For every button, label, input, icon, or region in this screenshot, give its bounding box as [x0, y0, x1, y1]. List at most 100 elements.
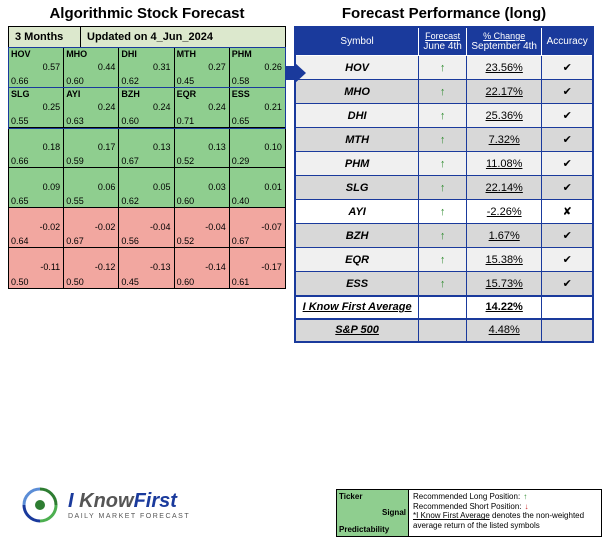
cell-pred: 0.60 — [177, 277, 195, 287]
cell-signal: 0.25 — [43, 102, 61, 112]
perf-pct: 22.17% — [467, 80, 542, 104]
perf-acc: ✔ — [542, 248, 593, 272]
forecast-cell: -0.130.45 — [119, 248, 174, 288]
perf-acc: ✔ — [542, 152, 593, 176]
up-arrow-icon: ↑ — [440, 206, 446, 218]
perf-avg-row: I Know First Average14.22% — [295, 296, 593, 319]
cell-pred: 0.55 — [66, 196, 84, 206]
cell-pred: 0.59 — [66, 156, 84, 166]
perf-header-row: Symbol ForecastJune 4th % ChangeSeptembe… — [295, 27, 593, 56]
perf-acc: ✘ — [542, 200, 593, 224]
th-accuracy: Accuracy — [542, 27, 593, 56]
cell-signal: 0.17 — [98, 142, 116, 152]
cell-pred: 0.61 — [232, 277, 250, 287]
perf-dir: ↑ — [419, 224, 467, 248]
cell-signal: 0.31 — [153, 62, 171, 72]
cell-signal: -0.02 — [95, 222, 116, 232]
perf-dir: ↑ — [419, 128, 467, 152]
up-arrow-icon: ↑ — [440, 110, 446, 122]
perf-pct: 25.36% — [467, 104, 542, 128]
th-change: % ChangeSeptember 4th — [467, 27, 542, 56]
perf-pct: -2.26% — [467, 200, 542, 224]
cell-signal: -0.04 — [205, 222, 226, 232]
legend-left: Ticker Signal Predictability — [337, 490, 409, 536]
forecast-grid: HOV0.570.66MHO0.440.60DHI0.310.62MTH0.27… — [8, 48, 286, 289]
avg-label: I Know First Average — [295, 296, 419, 319]
forecast-cell: 0.130.67 — [119, 128, 174, 168]
forecast-cell: -0.110.50 — [9, 248, 64, 288]
perf-row: MHO↑22.17%✔ — [295, 80, 593, 104]
perf-sym: EQR — [295, 248, 419, 272]
perf-row: EQR↑15.38%✔ — [295, 248, 593, 272]
up-arrow-icon: ↑ — [440, 62, 446, 74]
cell-ticker: MTH — [177, 49, 197, 59]
th-symbol: Symbol — [295, 27, 419, 56]
perf-pct: 7.32% — [467, 128, 542, 152]
forecast-cell: 0.050.62 — [119, 168, 174, 208]
cell-pred: 0.62 — [121, 196, 139, 206]
forecast-cell: -0.140.60 — [175, 248, 230, 288]
forecast-cell: BZH0.240.60 — [119, 88, 174, 128]
forecast-cell: -0.120.50 — [64, 248, 119, 288]
perf-row: HOV↑23.56%✔ — [295, 56, 593, 80]
forecast-band: -0.110.50-0.120.50-0.130.45-0.140.60-0.1… — [9, 248, 285, 288]
perf-acc: ✔ — [542, 272, 593, 296]
forecast-title: Algorithmic Stock Forecast — [8, 5, 286, 22]
forecast-cell: 0.010.40 — [230, 168, 285, 208]
cell-pred: 0.52 — [177, 236, 195, 246]
forecast-cell: MHO0.440.60 — [64, 48, 119, 88]
avg-empty — [419, 296, 467, 319]
cell-signal: 0.09 — [43, 182, 61, 192]
legend-signal: Signal — [382, 508, 406, 517]
perf-dir: ↑ — [419, 152, 467, 176]
cell-pred: 0.65 — [11, 196, 29, 206]
cell-signal: 0.44 — [98, 62, 116, 72]
updated-cell: Updated on 4_Jun_2024 — [81, 27, 285, 47]
cell-pred: 0.60 — [66, 76, 84, 86]
logo: I KnowFirst DAILY MARKET FORECAST — [20, 485, 190, 525]
forecast-band: -0.020.64-0.020.67-0.040.56-0.040.52-0.0… — [9, 208, 285, 248]
cell-pred: 0.65 — [232, 116, 250, 126]
perf-dir: ↑ — [419, 272, 467, 296]
sp-pct: 4.48% — [467, 319, 542, 343]
perf-sym: ESS — [295, 272, 419, 296]
sp-empty2 — [542, 319, 593, 343]
perf-sym: BZH — [295, 224, 419, 248]
performance-title: Forecast Performance (long) — [294, 5, 594, 22]
logo-main: I KnowFirst — [68, 490, 190, 513]
perf-pct: 1.67% — [467, 224, 542, 248]
cell-pred: 0.66 — [11, 156, 29, 166]
legend-long: Recommended Long Position: — [413, 492, 520, 502]
cell-pred: 0.50 — [66, 277, 84, 287]
cell-signal: 0.06 — [98, 182, 116, 192]
cell-signal: 0.13 — [153, 142, 171, 152]
cell-signal: 0.24 — [98, 102, 116, 112]
up-arrow-icon: ↑ — [440, 182, 446, 194]
cell-ticker: ESS — [232, 89, 250, 99]
forecast-cell: SLG0.250.55 — [9, 88, 64, 128]
up-arrow-icon: ↑ — [440, 278, 446, 290]
legend-pred: Predictability — [339, 525, 389, 534]
forecast-band: HOV0.570.66MHO0.440.60DHI0.310.62MTH0.27… — [9, 48, 285, 88]
cell-pred: 0.45 — [177, 76, 195, 86]
perf-sym: SLG — [295, 176, 419, 200]
months-cell: 3 Months — [9, 27, 81, 47]
cell-signal: -0.02 — [40, 222, 61, 232]
logo-text: I KnowFirst DAILY MARKET FORECAST — [68, 490, 190, 520]
cell-ticker: SLG — [11, 89, 30, 99]
perf-row: AYI↑-2.26%✘ — [295, 200, 593, 224]
up-arrow-icon: ↑ — [440, 158, 446, 170]
forecast-header: 3 Months Updated on 4_Jun_2024 — [8, 26, 286, 48]
cell-pred: 0.67 — [232, 236, 250, 246]
perf-row: PHM↑11.08%✔ — [295, 152, 593, 176]
cell-pred: 0.66 — [11, 76, 29, 86]
cell-pred: 0.64 — [11, 236, 29, 246]
forecast-cell: 0.100.29 — [230, 128, 285, 168]
cell-pred: 0.60 — [177, 196, 195, 206]
forecast-cell: -0.020.67 — [64, 208, 119, 248]
cell-pred: 0.29 — [232, 156, 250, 166]
cell-ticker: PHM — [232, 49, 252, 59]
cell-ticker: BZH — [121, 89, 140, 99]
forecast-cell: 0.030.60 — [175, 168, 230, 208]
cell-signal: 0.18 — [43, 142, 61, 152]
